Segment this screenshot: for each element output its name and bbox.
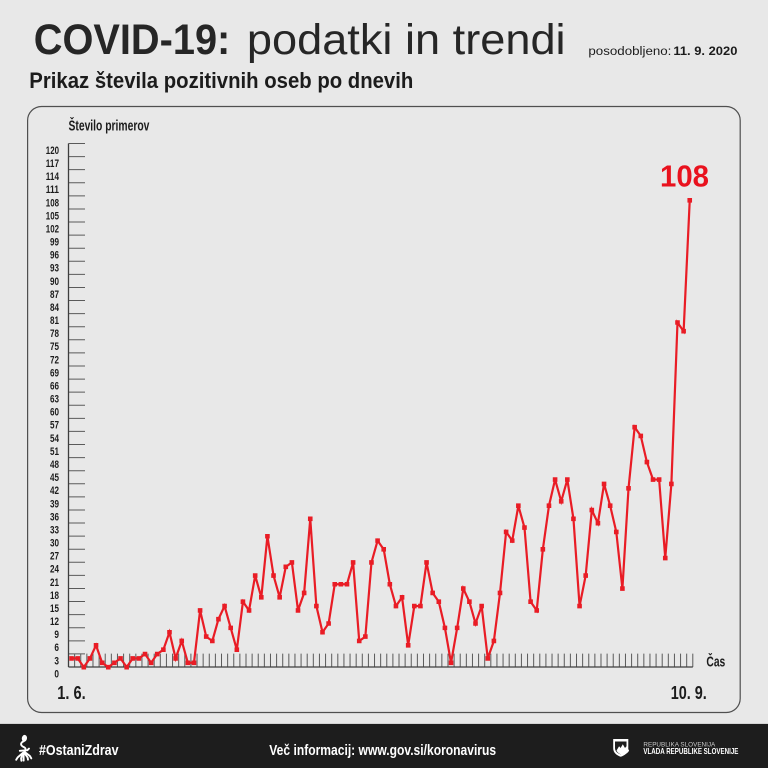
- svg-text:96: 96: [50, 250, 59, 262]
- svg-text:10. 9.: 10. 9.: [671, 682, 707, 703]
- svg-text:VLADA REPUBLIKE SLOVENIJE: VLADA REPUBLIKE SLOVENIJE: [643, 746, 738, 756]
- svg-text:72: 72: [50, 354, 59, 366]
- svg-text:#OstaniZdrav: #OstaniZdrav: [39, 743, 119, 759]
- svg-text:90: 90: [50, 276, 59, 288]
- svg-text:0: 0: [54, 668, 59, 680]
- svg-text:30: 30: [50, 538, 59, 550]
- svg-text:36: 36: [50, 511, 59, 523]
- svg-text:117: 117: [46, 158, 59, 170]
- svg-text:1. 6.: 1. 6.: [57, 682, 85, 703]
- svg-text:102: 102: [46, 223, 59, 235]
- svg-text:6: 6: [54, 642, 59, 654]
- svg-text:COVID-19:: COVID-19:: [34, 17, 231, 64]
- svg-text:42: 42: [50, 485, 59, 497]
- svg-text:11. 9. 2020: 11. 9. 2020: [673, 46, 737, 58]
- svg-text:60: 60: [50, 407, 59, 419]
- svg-text:54: 54: [50, 433, 60, 445]
- svg-text:12: 12: [50, 616, 59, 628]
- svg-text:15: 15: [50, 603, 59, 615]
- svg-text:99: 99: [50, 237, 59, 249]
- svg-text:108: 108: [46, 197, 59, 209]
- svg-text:21: 21: [50, 577, 59, 589]
- svg-text:105: 105: [46, 210, 59, 222]
- svg-text:Več informacij: www.gov.si/kor: Več informacij: www.gov.si/koronavirus: [269, 743, 496, 759]
- svg-text:24: 24: [50, 564, 60, 576]
- svg-text:3: 3: [54, 655, 59, 667]
- svg-text:57: 57: [50, 420, 59, 432]
- svg-text:Prikaz števila pozitivnih oseb: Prikaz števila pozitivnih oseb po dnevih: [29, 68, 413, 93]
- svg-text:87: 87: [50, 289, 59, 301]
- svg-text:51: 51: [50, 446, 59, 458]
- svg-text:69: 69: [50, 367, 59, 379]
- svg-text:111: 111: [46, 184, 59, 196]
- svg-text:posodobljeno:: posodobljeno:: [588, 46, 671, 58]
- svg-text:120: 120: [46, 145, 59, 157]
- svg-text:podatki in trendi: podatki in trendi: [247, 17, 566, 64]
- svg-text:18: 18: [50, 590, 59, 602]
- svg-text:63: 63: [50, 394, 59, 406]
- svg-text:66: 66: [50, 380, 59, 392]
- svg-text:REPUBLIKA SLOVENIJA: REPUBLIKA SLOVENIJA: [643, 741, 715, 748]
- svg-text:48: 48: [50, 459, 59, 471]
- svg-text:81: 81: [50, 315, 59, 327]
- svg-text:Čas: Čas: [706, 653, 725, 671]
- svg-text:45: 45: [50, 472, 59, 484]
- svg-text:78: 78: [50, 328, 59, 340]
- svg-text:Število primerov: Število primerov: [69, 116, 151, 134]
- svg-text:39: 39: [50, 498, 59, 510]
- svg-text:114: 114: [46, 171, 60, 183]
- svg-text:93: 93: [50, 263, 59, 275]
- svg-text:9: 9: [54, 629, 59, 641]
- svg-text:75: 75: [50, 341, 59, 353]
- svg-text:84: 84: [50, 302, 60, 314]
- svg-text:33: 33: [50, 524, 59, 536]
- svg-text:108: 108: [660, 158, 709, 193]
- svg-text:27: 27: [50, 551, 59, 563]
